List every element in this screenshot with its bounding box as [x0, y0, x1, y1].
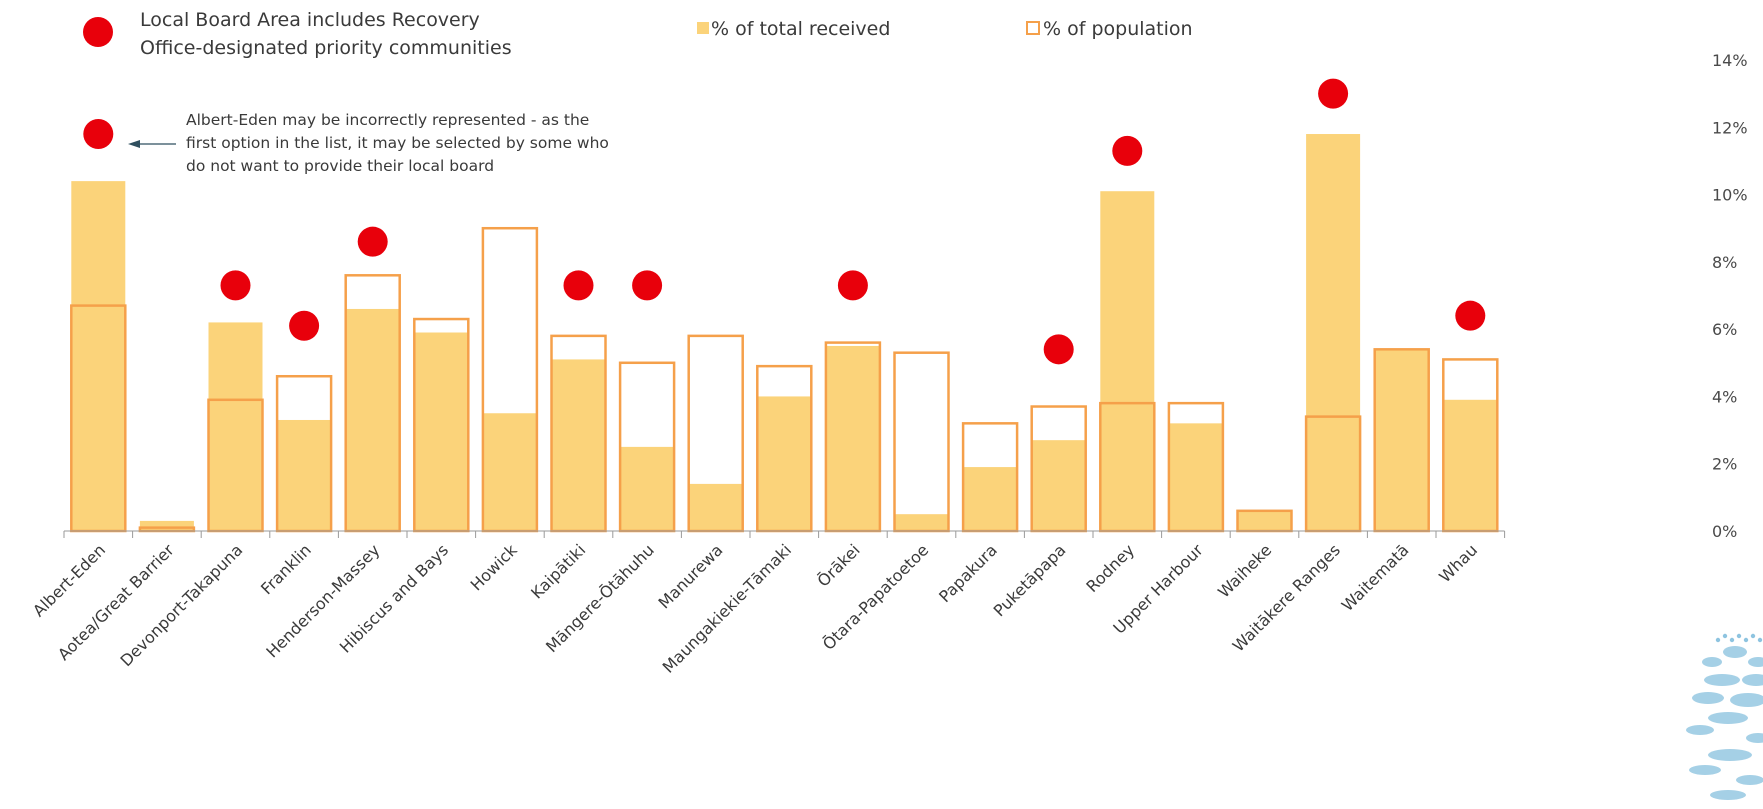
- bar-total-received-howick: [482, 413, 537, 531]
- priority-marker-devonport-takapuna: [220, 270, 251, 301]
- logo-leaf: [1748, 657, 1763, 667]
- category-label-manurewa: Manurewa: [655, 540, 727, 612]
- category-label-aotea-great-barrier: Aotea/Great Barrier: [54, 540, 178, 664]
- bar-total-received-whau: [1443, 399, 1498, 531]
- y-tick-label: 10%: [1712, 186, 1748, 205]
- y-tick-label: 4%: [1712, 387, 1737, 406]
- bar-total-received-henderson-massey: [345, 308, 400, 531]
- bar-total-received-aotea-great-barrier: [139, 520, 194, 531]
- legend-label-population: % of population: [1043, 18, 1193, 40]
- priority-marker-albert-eden: [83, 119, 114, 150]
- category-label-devonport-takapuna: Devonport-Takapuna: [116, 540, 246, 670]
- priority-marker-kaipatiki: [563, 270, 594, 301]
- logo-dot: [1722, 633, 1728, 639]
- bar-total-received-manurewa: [688, 483, 743, 531]
- priority-marker-puketapapa: [1043, 334, 1074, 365]
- x-axis: [63, 530, 1506, 538]
- logo-leaf: [1686, 725, 1714, 735]
- bar-total-received-franklin: [277, 419, 332, 531]
- pohutukawa-logo-icon: [1686, 633, 1763, 800]
- y-tick-label: 12%: [1712, 118, 1748, 137]
- bar-total-received-devonport-takapuna: [208, 322, 263, 531]
- annotation-arrow-head: [128, 140, 140, 148]
- annotation-line-1: Albert-Eden may be incorrectly represent…: [186, 111, 589, 129]
- priority-marker-mangere-otahuhu: [632, 270, 663, 301]
- bar-total-received-hibiscus-and-bays: [414, 332, 469, 531]
- bar-population-otara-papatoetoe: [893, 351, 950, 533]
- bar-total-received-maungakiekie-tamaki: [757, 396, 812, 531]
- priority-marker-orakei: [837, 270, 868, 301]
- bar-total-received-puketapapa: [1031, 440, 1086, 531]
- bar-total-received-rodney: [1100, 191, 1155, 531]
- bar-total-received-papakura: [963, 467, 1018, 531]
- category-label-howick: Howick: [467, 540, 522, 595]
- logo-leaf: [1746, 733, 1763, 743]
- legend-priority-label-line-1: Local Board Area includes Recovery: [140, 9, 480, 31]
- annotation-line-3: do not want to provide their local board: [186, 157, 494, 175]
- logo-leaf: [1736, 775, 1763, 785]
- category-label-puketapapa: Puketāpapa: [990, 540, 1070, 620]
- legend-priority-marker: [83, 17, 113, 47]
- bars: [70, 134, 1499, 533]
- logo-leaf: [1723, 646, 1747, 658]
- logo-leaf: [1704, 674, 1740, 686]
- logo-leaf: [1692, 692, 1724, 704]
- logo-leaf: [1708, 749, 1752, 761]
- category-label-whau: Whau: [1435, 540, 1481, 586]
- priority-marker-waitakere-ranges: [1318, 78, 1349, 109]
- bar-total-received-orakei: [825, 345, 880, 531]
- logo-dot: [1750, 633, 1756, 639]
- bar-total-received-upper-harbour: [1168, 423, 1223, 531]
- legend-swatch-total-received: [697, 22, 709, 34]
- priority-marker-whau: [1455, 300, 1486, 331]
- priority-marker-rodney: [1112, 135, 1143, 166]
- category-label-franklin: Franklin: [257, 540, 315, 598]
- priority-marker-franklin: [289, 310, 320, 341]
- legend-swatch-population: [1026, 21, 1040, 35]
- logo-dot: [1736, 633, 1742, 639]
- annotation: Albert-Eden may be incorrectly represent…: [128, 111, 609, 175]
- bar-total-received-albert-eden: [71, 181, 126, 531]
- category-label-papakura: Papakura: [935, 540, 1001, 606]
- logo-dot: [1743, 637, 1749, 643]
- priority-markers: [83, 78, 1486, 365]
- category-label-waiheke: Waiheke: [1214, 540, 1275, 601]
- category-label-rodney: Rodney: [1082, 540, 1138, 596]
- bar-total-received-mangere-otahuhu: [620, 446, 675, 531]
- legend-label-total-received: % of total received: [711, 18, 890, 40]
- logo-leaf: [1710, 790, 1746, 800]
- logo-dot: [1757, 637, 1763, 643]
- y-axis: 0% 2% 4% 6% 8% 10% 12% 14%: [1712, 51, 1748, 541]
- category-label-henderson-massey: Henderson-Massey: [262, 540, 383, 661]
- logo-leaf: [1708, 712, 1748, 724]
- priority-marker-henderson-massey: [357, 226, 388, 257]
- y-tick-label: 6%: [1712, 320, 1737, 339]
- legend: Local Board Area includes Recovery Offic…: [83, 9, 1193, 59]
- category-label-kaipatiki: Kaipātiki: [527, 540, 589, 602]
- logo-leaf: [1702, 657, 1722, 667]
- legend-priority-label-line-2: Office-designated priority communities: [140, 37, 512, 59]
- y-tick-label: 14%: [1712, 51, 1748, 70]
- bar-total-received-waiheke: [1237, 510, 1292, 531]
- annotation-line-2: first option in the list, it may be sele…: [186, 134, 609, 152]
- y-tick-label: 2%: [1712, 455, 1737, 474]
- bar-total-received-kaipatiki: [551, 359, 606, 531]
- logo-dot: [1729, 637, 1735, 643]
- y-tick-label: 8%: [1712, 253, 1737, 272]
- category-label-maungakiekie-tamaki: Maungakiekie-Tāmaki: [659, 540, 795, 676]
- logo-leaf: [1730, 693, 1763, 707]
- logo-dot: [1715, 637, 1721, 643]
- category-label-waitemata: Waitematā: [1338, 540, 1413, 615]
- bar-total-received-otara-papatoetoe: [894, 514, 949, 531]
- category-label-orakei: Ōrākei: [814, 540, 864, 590]
- bar-total-received-waitakere-ranges: [1306, 134, 1361, 531]
- bar-total-received-waitemata: [1374, 349, 1429, 531]
- logo-leaf: [1742, 674, 1763, 686]
- y-tick-label: 0%: [1712, 522, 1737, 541]
- logo-leaf: [1689, 765, 1721, 775]
